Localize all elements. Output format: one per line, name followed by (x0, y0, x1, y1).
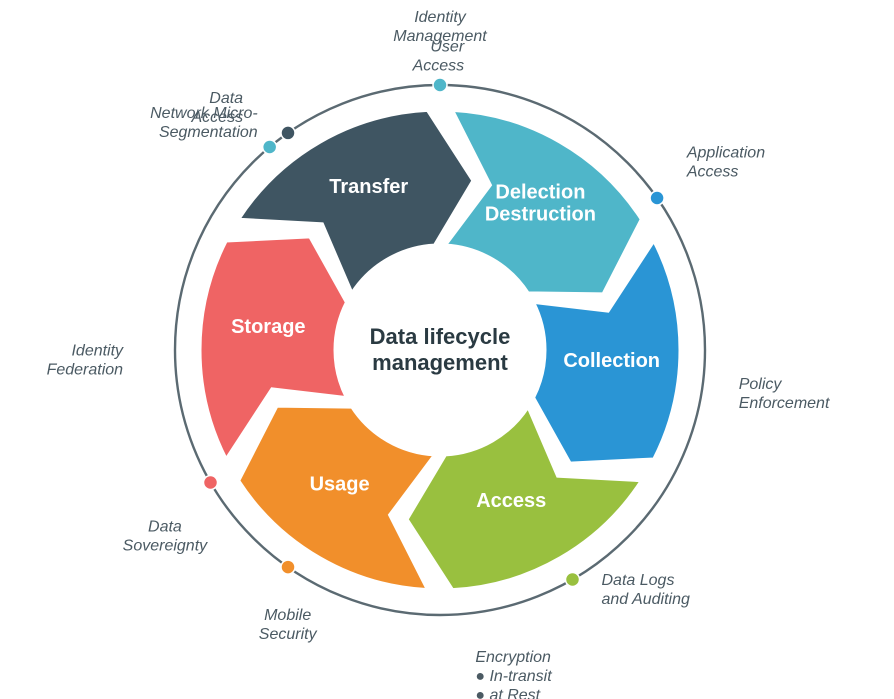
dot-app-access (650, 191, 664, 205)
lifecycle-diagram: DelectionDestruction Collection Access Usag… (0, 0, 894, 699)
segment-label-delection-destruction: DelectionDestruction (485, 182, 596, 226)
dot-identity-mgmt (433, 78, 447, 92)
dot-mobile-security (281, 560, 295, 574)
dot-network-microseg (281, 126, 295, 140)
dot-data-logs (566, 572, 580, 586)
center-title: Data lifecyclemanagement (370, 324, 511, 375)
segment-label-usage: Usage (310, 473, 370, 495)
segment-label-storage: Storage (231, 316, 305, 338)
segment-label-access: Access (476, 490, 546, 512)
segment-label-transfer: Transfer (329, 176, 408, 198)
segment-label-collection: Collection (563, 350, 660, 372)
dot-data-sovereignty (204, 476, 218, 490)
dot-data-access (263, 140, 277, 154)
